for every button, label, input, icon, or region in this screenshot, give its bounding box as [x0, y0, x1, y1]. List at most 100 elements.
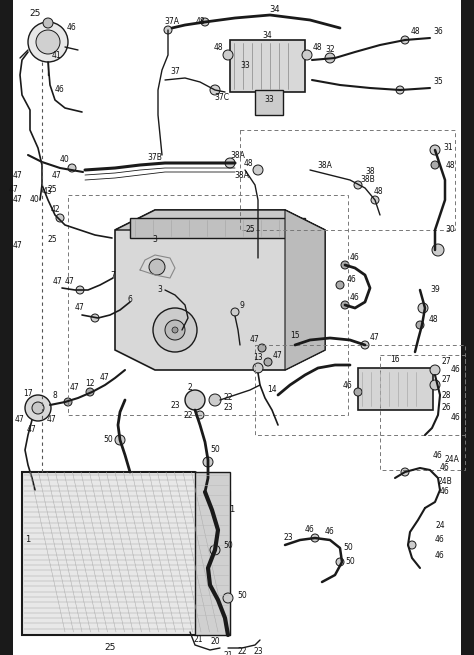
Circle shape [311, 534, 319, 542]
Circle shape [371, 196, 379, 204]
Text: 47: 47 [370, 333, 380, 343]
Text: 38A: 38A [235, 170, 249, 179]
Circle shape [253, 165, 263, 175]
Circle shape [64, 398, 72, 406]
Circle shape [354, 388, 362, 396]
Text: 46: 46 [433, 451, 443, 460]
Circle shape [408, 541, 416, 549]
Circle shape [43, 18, 53, 28]
Text: 37B: 37B [147, 153, 163, 162]
Text: 47: 47 [53, 278, 63, 286]
Text: 27: 27 [441, 358, 451, 367]
Text: 46: 46 [435, 550, 445, 559]
Circle shape [201, 18, 209, 26]
Text: 38: 38 [365, 168, 375, 176]
Text: 46: 46 [305, 525, 315, 534]
Text: 23: 23 [223, 403, 233, 413]
Circle shape [210, 545, 220, 555]
Text: 17: 17 [23, 388, 33, 398]
Text: 6: 6 [128, 295, 132, 305]
Text: 47: 47 [13, 240, 23, 250]
Bar [130, 218, 305, 238]
Circle shape [418, 303, 428, 313]
Text: 7: 7 [110, 271, 116, 280]
Text: 39: 39 [430, 286, 440, 295]
Polygon shape [115, 210, 325, 230]
Text: 46: 46 [350, 293, 360, 303]
Text: 16: 16 [390, 356, 400, 364]
Text: 48: 48 [213, 43, 223, 52]
Text: 40: 40 [60, 155, 70, 164]
Circle shape [86, 388, 94, 396]
Bar [461, 0, 474, 655]
Text: 8: 8 [53, 390, 57, 400]
Circle shape [361, 341, 369, 349]
Text: 25: 25 [245, 225, 255, 234]
Circle shape [36, 30, 60, 54]
Circle shape [32, 402, 44, 414]
Text: 50: 50 [210, 445, 220, 455]
Polygon shape [22, 472, 230, 635]
Text: 25: 25 [47, 185, 57, 195]
Circle shape [203, 457, 213, 467]
Text: 48: 48 [428, 316, 438, 324]
Text: 46: 46 [451, 365, 461, 375]
Bar [255, 345, 465, 435]
Circle shape [25, 395, 51, 421]
Circle shape [258, 344, 266, 352]
Polygon shape [285, 210, 325, 370]
Text: 46: 46 [67, 24, 77, 33]
Text: 2: 2 [188, 383, 192, 392]
Circle shape [401, 36, 409, 44]
Circle shape [430, 380, 440, 390]
Text: 38A: 38A [318, 160, 332, 170]
Bar [230, 40, 305, 92]
Text: 46: 46 [440, 487, 450, 496]
Circle shape [430, 145, 440, 155]
Text: 47: 47 [27, 426, 37, 434]
Circle shape [336, 281, 344, 289]
Text: 33: 33 [264, 96, 274, 105]
Text: 1: 1 [229, 506, 235, 514]
Text: 13: 13 [253, 354, 263, 362]
Circle shape [401, 468, 409, 476]
Text: 37: 37 [170, 67, 180, 77]
Text: 1: 1 [26, 536, 31, 544]
Text: 47: 47 [100, 373, 110, 381]
Text: 28: 28 [441, 390, 451, 400]
Text: 22: 22 [183, 411, 193, 419]
Circle shape [185, 390, 205, 410]
Bar [358, 368, 433, 410]
Text: 21: 21 [193, 635, 203, 645]
Text: 43: 43 [43, 187, 53, 196]
Text: 46: 46 [343, 381, 353, 390]
Circle shape [68, 164, 76, 172]
Text: 15: 15 [290, 331, 300, 339]
Circle shape [149, 259, 165, 275]
Circle shape [153, 308, 197, 352]
Circle shape [416, 321, 424, 329]
Text: 37A: 37A [164, 18, 180, 26]
Text: 38A: 38A [230, 151, 246, 160]
Circle shape [210, 85, 220, 95]
Text: 24A: 24A [445, 455, 459, 464]
Text: 22: 22 [223, 394, 233, 403]
Circle shape [302, 50, 312, 60]
Text: 47: 47 [70, 383, 80, 392]
Text: 12: 12 [85, 379, 95, 388]
Polygon shape [115, 210, 325, 370]
Bar [380, 355, 465, 470]
Circle shape [115, 435, 125, 445]
Text: 46: 46 [347, 276, 357, 284]
Text: 31: 31 [443, 143, 453, 153]
Text: 25: 25 [104, 643, 116, 652]
Text: 25: 25 [29, 10, 41, 18]
Text: 30: 30 [445, 225, 455, 234]
Circle shape [165, 320, 185, 340]
Text: 50: 50 [223, 540, 233, 550]
Circle shape [164, 26, 172, 34]
Circle shape [341, 261, 349, 269]
Circle shape [354, 181, 362, 189]
Circle shape [432, 244, 444, 256]
Text: 37C: 37C [215, 94, 229, 102]
